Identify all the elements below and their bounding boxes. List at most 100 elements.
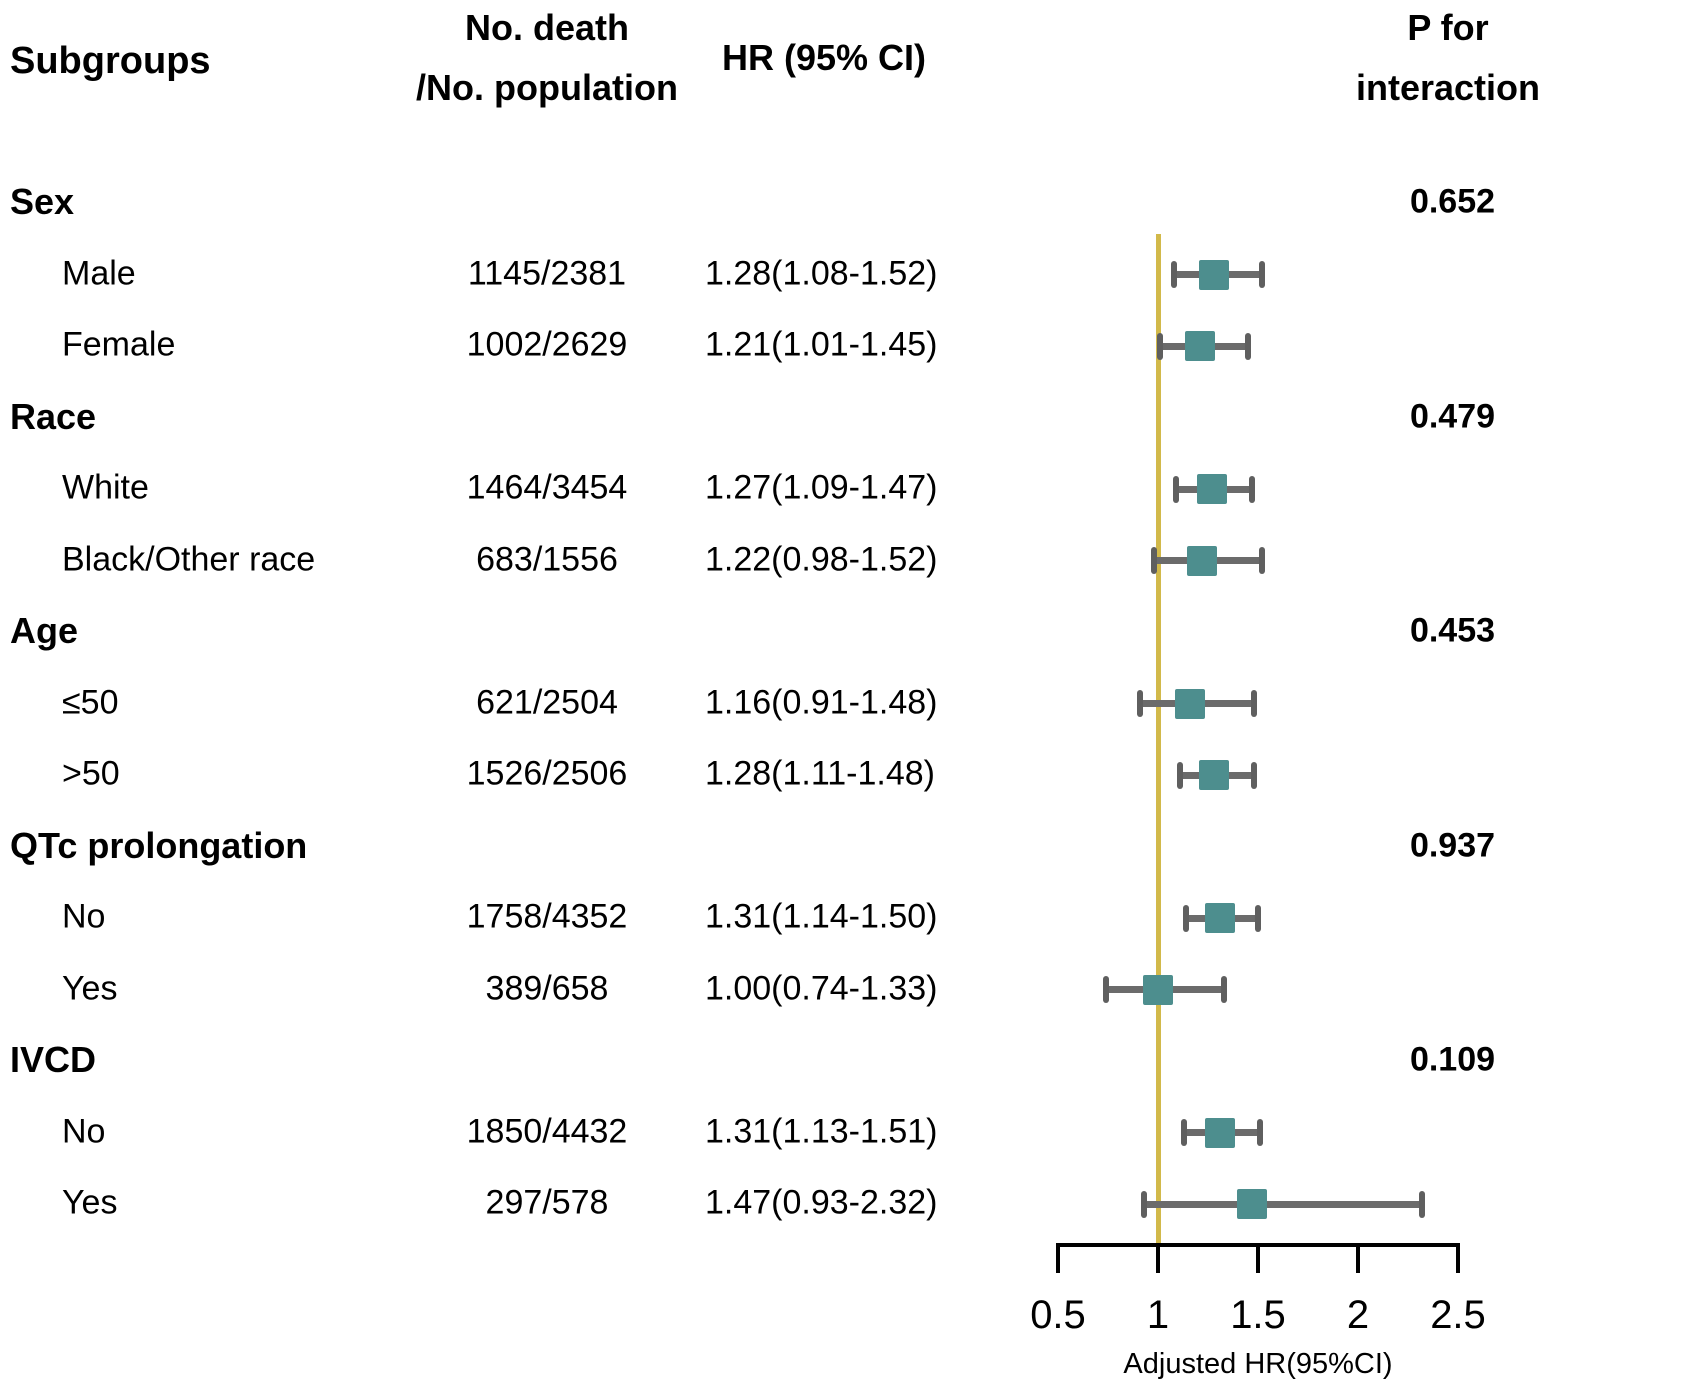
hr-ci-value: 1.31(1.13-1.51) <box>705 1112 938 1151</box>
forest-item-row: Yes 389/658 1.00(0.74-1.33) <box>0 958 1705 1022</box>
subgroup-section-label: Sex <box>10 181 75 223</box>
forest-item-row: Black/Other race 683/1556 1.22(0.98-1.52) <box>0 529 1705 593</box>
hr-point-marker <box>1199 760 1229 790</box>
subgroup-label: Female <box>62 325 176 364</box>
hr-ci-value: 1.16(0.91-1.48) <box>705 683 938 722</box>
hr-point-marker <box>1175 688 1205 719</box>
column-header-p-line1: P for <box>1407 7 1489 48</box>
ci-cap-left <box>1151 547 1157 574</box>
death-population-value: 1526/2506 <box>466 754 628 793</box>
hr-ci-value: 1.31(1.14-1.50) <box>705 897 938 936</box>
subgroup-section-label: IVCD <box>10 1039 97 1081</box>
ci-cap-right <box>1251 761 1257 789</box>
subgroup-label: Yes <box>62 969 118 1008</box>
subgroup-label: Yes <box>62 1183 118 1222</box>
p-interaction-value: 0.453 <box>1409 611 1496 650</box>
ci-cap-right <box>1257 1119 1263 1146</box>
hr-ci-value: 1.28(1.11-1.48) <box>705 754 935 793</box>
forest-section-row: QTc prolongation 0.937 <box>0 815 1705 879</box>
ci-cap-right <box>1259 547 1265 574</box>
hr-ci-value: 1.21(1.01-1.45) <box>705 325 938 364</box>
ci-cap-left <box>1157 332 1163 360</box>
p-interaction-value: 0.479 <box>1409 397 1496 436</box>
column-header-deaths-line1: No. death <box>464 7 629 48</box>
column-header-hr: HR (95% CI) <box>722 37 927 78</box>
ci-cap-right <box>1221 976 1227 1003</box>
ci-cap-left <box>1103 976 1109 1003</box>
hr-point-marker <box>1197 474 1227 504</box>
hr-ci-value: 1.27(1.09-1.47) <box>705 468 938 507</box>
hr-point-marker <box>1187 545 1217 576</box>
ci-cap-left <box>1171 261 1177 288</box>
death-population-value: 1850/4432 <box>466 1112 628 1151</box>
column-header-p-line2: interaction <box>1355 67 1541 108</box>
subgroup-label: Male <box>62 254 136 293</box>
death-population-value: 297/578 <box>485 1183 609 1222</box>
forest-item-row: No 1758/4352 1.31(1.14-1.50) <box>0 886 1705 950</box>
ci-cap-right <box>1419 1190 1425 1218</box>
death-population-value: 1002/2629 <box>466 325 628 364</box>
forest-item-row: White 1464/3454 1.27(1.09-1.47) <box>0 457 1705 521</box>
forest-item-row: Male 1145/2381 1.28(1.08-1.52) <box>0 243 1705 307</box>
column-header-deaths-line2: /No. population <box>416 67 678 108</box>
ci-cap-right <box>1255 904 1261 932</box>
hr-ci-value: 1.47(0.93-2.32) <box>705 1183 938 1222</box>
ci-cap-left <box>1141 1190 1147 1218</box>
subgroup-section-label: Race <box>10 395 97 437</box>
ci-cap-left <box>1177 761 1183 789</box>
subgroup-label: >50 <box>62 754 120 793</box>
x-axis-tick <box>1456 1243 1460 1273</box>
hr-point-marker <box>1205 1117 1235 1148</box>
hr-point-marker <box>1205 903 1235 933</box>
ci-cap-left <box>1173 475 1179 503</box>
x-axis-tick-label: 2 <box>1346 1293 1370 1337</box>
forest-section-row: Race 0.479 <box>0 386 1705 450</box>
x-axis-title: Adjusted HR(95%CI) <box>1123 1348 1393 1380</box>
hr-ci-value: 1.22(0.98-1.52) <box>705 540 938 579</box>
death-population-value: 1464/3454 <box>466 468 628 507</box>
forest-item-row: ≤50 621/2504 1.16(0.91-1.48) <box>0 672 1705 736</box>
p-interaction-value: 0.652 <box>1409 182 1496 221</box>
x-axis-tick <box>1156 1243 1160 1273</box>
x-axis-tick <box>1056 1243 1060 1273</box>
subgroup-label: No <box>62 1112 106 1151</box>
x-axis-tick-label: 0.5 <box>1030 1293 1086 1337</box>
hr-point-marker <box>1199 259 1229 290</box>
hr-point-marker <box>1237 1189 1267 1219</box>
hr-point-marker <box>1143 974 1173 1005</box>
hr-point-marker <box>1185 331 1215 361</box>
x-axis-tick <box>1356 1243 1360 1273</box>
ci-cap-right <box>1249 475 1255 503</box>
death-population-value: 621/2504 <box>476 683 618 722</box>
forest-item-row: >50 1526/2506 1.28(1.11-1.48) <box>0 743 1705 807</box>
ci-cap-right <box>1251 690 1257 717</box>
hr-ci-value: 1.28(1.08-1.52) <box>705 254 938 293</box>
forest-item-row: No 1850/4432 1.31(1.13-1.51) <box>0 1101 1705 1165</box>
x-axis-tick-label: 2.5 <box>1430 1293 1486 1337</box>
death-population-value: 1758/4352 <box>466 897 628 936</box>
forest-section-row: Age 0.453 <box>0 600 1705 664</box>
death-population-value: 1145/2381 <box>467 254 627 293</box>
x-axis-tick-label: 1 <box>1146 1293 1170 1337</box>
subgroup-section-label: Age <box>10 610 79 652</box>
subgroup-label: ≤50 <box>62 683 119 722</box>
reference-line <box>1155 234 1161 1247</box>
forest-section-row: Sex 0.652 <box>0 171 1705 235</box>
ci-cap-right <box>1259 261 1265 288</box>
ci-cap-left <box>1137 690 1143 717</box>
ci-cap-right <box>1245 332 1251 360</box>
forest-section-row: IVCD 0.109 <box>0 1029 1705 1093</box>
p-interaction-value: 0.937 <box>1409 826 1496 865</box>
subgroup-section-label: QTc prolongation <box>10 824 308 866</box>
subgroup-label: White <box>62 468 149 507</box>
forest-item-row: Yes 297/578 1.47(0.93-2.32) <box>0 1172 1705 1236</box>
ci-cap-left <box>1183 904 1189 932</box>
p-interaction-value: 0.109 <box>1409 1040 1496 1079</box>
death-population-value: 389/658 <box>485 969 609 1008</box>
column-header-subgroups: Subgroups <box>10 40 211 82</box>
hr-ci-value: 1.00(0.74-1.33) <box>705 969 938 1008</box>
death-population-value: 683/1556 <box>476 540 618 579</box>
x-axis-tick <box>1256 1243 1260 1273</box>
x-axis-tick-label: 1.5 <box>1230 1293 1286 1337</box>
